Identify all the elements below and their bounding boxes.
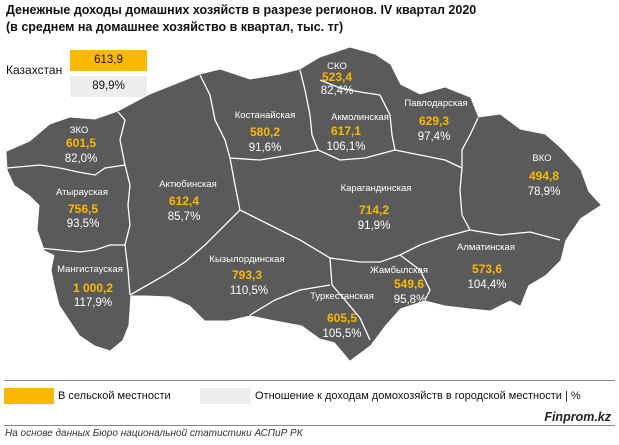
region-ratio-value: 93,5%	[67, 218, 100, 230]
region-name: Павлодарская	[404, 98, 467, 109]
region-akmola: Акмолинская 617,1 106,1%	[326, 112, 388, 153]
chart-title: Денежные доходы домашних хозяйств в разр…	[6, 3, 477, 17]
region-rural-value: 793,3	[232, 268, 262, 282]
legend-ratio-swatch	[200, 388, 250, 404]
region-ratio-value: 110,5%	[230, 285, 268, 297]
region-name: Жамбылская	[370, 265, 428, 276]
region-karaganda: Карагандинская 714,2 91,9%	[341, 183, 412, 232]
country-shape	[6, 47, 601, 361]
region-ratio-value: 106,1%	[326, 141, 365, 153]
region-name: Мангистауская	[57, 264, 123, 275]
region-ratio-value: 105,5%	[322, 328, 361, 340]
region-rural-value: 1 000,2	[73, 281, 113, 295]
legend-ratio-label: Отношение к доходам домохозяйств в город…	[255, 390, 581, 402]
region-ratio-value: 82,0%	[65, 153, 98, 165]
region-name: Карагандинская	[341, 183, 412, 194]
region-ratio-value: 91,9%	[358, 220, 391, 232]
region-ratio-value: 97,4%	[418, 131, 451, 143]
region-ratio-value: 91,6%	[249, 142, 282, 154]
region-ratio-value: 117,9%	[74, 297, 112, 309]
region-rural-value: 573,6	[472, 262, 502, 276]
region-almaty: Алматинская 573,6 104,4%	[457, 242, 515, 291]
region-rural-value: 601,5	[66, 136, 96, 150]
region-name: ЗКО	[70, 125, 89, 136]
region-name: СКО	[327, 61, 347, 72]
region-turkestan: Туркестанская 605,5 105,5%	[310, 291, 374, 340]
region-rural-value: 629,3	[419, 114, 449, 128]
region-rural-value: 612,4	[169, 194, 199, 208]
region-ratio-value: 104,4%	[467, 279, 506, 291]
brand-logo: Finprom.kz	[544, 410, 611, 424]
region-name: Актюбинская	[159, 179, 217, 190]
region-name: Атырауская	[56, 187, 108, 198]
region-ratio-value: 78,9%	[528, 186, 561, 198]
region-rural-value: 617,1	[331, 124, 361, 138]
region-zhambyl: Жамбылская 549,6 95,8%	[370, 265, 428, 306]
region-name: Костанайская	[235, 110, 295, 121]
legend-rural-label: В сельской местности	[58, 390, 171, 402]
region-ratio-value: 95,8%	[394, 294, 427, 306]
region-rural-value: 494,8	[529, 169, 559, 183]
kazakhstan-label: Казахстан	[6, 63, 63, 77]
region-rural-value: 549,6	[394, 277, 424, 291]
source-note: На основе данных Бюро национальной стати…	[5, 428, 303, 439]
region-rural-value: 714,2	[359, 203, 389, 217]
region-mangystau: Мангистауская 1 000,2 117,9%	[57, 264, 123, 309]
region-name: Кызылординская	[209, 254, 284, 265]
divider-top	[4, 380, 615, 381]
region-ratio-value: 82,4%	[321, 85, 354, 97]
region-name: Туркестанская	[310, 291, 374, 302]
legend-rural-swatch	[4, 388, 54, 404]
region-aktobe: Актюбинская 612,4 85,7%	[159, 179, 217, 223]
region-pavlodar: Павлодарская 629,3 97,4%	[404, 98, 467, 143]
region-kostanay: Костанайская 580,2 91,6%	[235, 110, 295, 154]
region-sko: СКО 523,4 82,4%	[321, 61, 354, 97]
region-rural-value: 756,5	[68, 202, 98, 216]
chart-subtitle: (в среднем на домашнее хозяйство в кварт…	[6, 20, 344, 34]
kazakhstan-rural-value: 613,9	[70, 50, 147, 71]
region-name: Алматинская	[457, 242, 515, 253]
region-kyzylorda: Кызылординская 793,3 110,5%	[209, 254, 284, 297]
divider-bottom	[4, 425, 615, 426]
kazakhstan-ratio-value: 89,9%	[70, 76, 147, 97]
region-borders	[6, 69, 561, 341]
region-atyrau: Атырауская 756,5 93,5%	[56, 187, 108, 230]
region-name: ВКО	[532, 153, 551, 164]
region-rural-value: 523,4	[322, 70, 352, 84]
region-rural-value: 605,5	[327, 311, 357, 325]
region-vko: ВКО 494,8 78,9%	[528, 153, 561, 198]
region-rural-value: 580,2	[250, 125, 280, 139]
region-zko: ЗКО 601,5 82,0%	[65, 125, 98, 165]
region-ratio-value: 85,7%	[168, 211, 201, 223]
region-name: Акмолинская	[331, 112, 389, 123]
